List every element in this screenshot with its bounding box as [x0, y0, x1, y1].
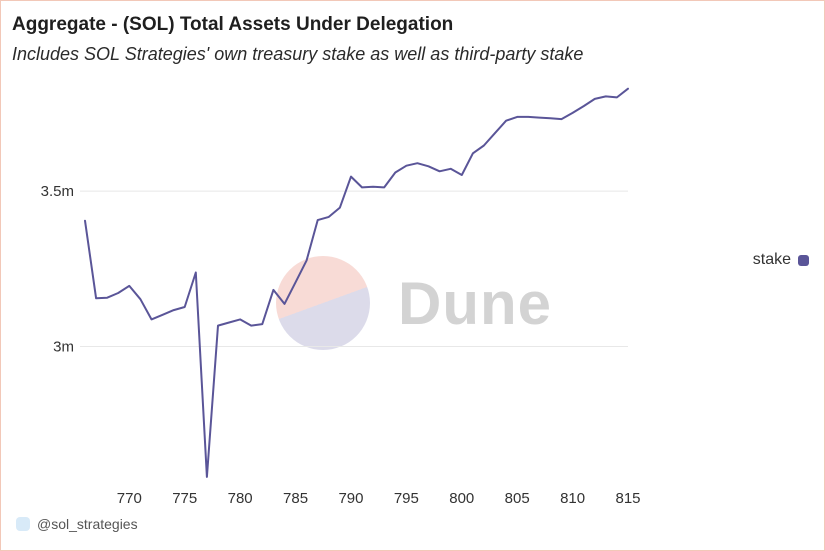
data-point[interactable]: [514, 114, 520, 120]
x-axis-ticks: 770 775 780 785 790 795 800 805 810 815: [117, 490, 641, 507]
data-point[interactable]: [237, 316, 243, 322]
data-point[interactable]: [392, 170, 398, 176]
data-point[interactable]: [448, 166, 454, 172]
legend-swatch-stake: [798, 254, 809, 266]
footer: @sol_strategies: [16, 516, 138, 532]
data-point[interactable]: [104, 295, 110, 301]
footer-handle: @sol_strategies: [37, 516, 138, 532]
dune-logo-icon: [276, 256, 370, 350]
chart-subtitle: Includes SOL Strategies' own treasury st…: [12, 44, 584, 64]
x-tick-label: 795: [394, 490, 419, 507]
data-point[interactable]: [403, 163, 409, 169]
data-point[interactable]: [293, 279, 299, 285]
data-point[interactable]: [525, 114, 531, 120]
data-point[interactable]: [536, 115, 542, 121]
data-point[interactable]: [270, 287, 276, 293]
legend-label-stake: stake: [752, 251, 791, 268]
x-tick-label: 785: [283, 490, 308, 507]
data-point[interactable]: [160, 312, 166, 318]
data-point[interactable]: [370, 184, 376, 190]
data-point[interactable]: [93, 295, 99, 301]
data-point[interactable]: [426, 163, 432, 169]
dune-watermark: Dune: [276, 256, 552, 350]
legend[interactable]: stake: [753, 251, 809, 269]
data-point[interactable]: [215, 323, 221, 329]
data-point[interactable]: [248, 323, 254, 329]
data-point[interactable]: [326, 214, 332, 220]
y-tick-label: 3m: [53, 338, 74, 355]
x-tick-label: 775: [172, 490, 197, 507]
x-tick-label: 815: [615, 490, 640, 507]
data-point[interactable]: [193, 270, 199, 276]
data-point[interactable]: [304, 257, 310, 263]
data-point[interactable]: [281, 301, 287, 307]
data-point[interactable]: [348, 174, 354, 180]
data-point[interactable]: [625, 86, 631, 92]
data-point[interactable]: [592, 96, 598, 102]
data-point[interactable]: [547, 115, 553, 121]
dune-watermark-text: Dune: [398, 269, 552, 337]
data-point[interactable]: [182, 304, 188, 310]
chart-title: Aggregate - (SOL) Total Assets Under Del…: [12, 14, 454, 35]
data-point[interactable]: [603, 93, 609, 99]
data-point[interactable]: [470, 150, 476, 156]
data-point[interactable]: [315, 217, 321, 223]
data-point[interactable]: [171, 307, 177, 313]
grid-lines: [80, 190, 628, 347]
data-point[interactable]: [381, 184, 387, 190]
data-point[interactable]: [337, 205, 343, 211]
x-tick-label: 810: [560, 490, 585, 507]
y-axis-ticks: 3m 3.5m: [41, 183, 74, 355]
data-point[interactable]: [503, 118, 509, 124]
data-point[interactable]: [226, 320, 232, 326]
data-point[interactable]: [614, 94, 620, 100]
x-tick-label: 770: [117, 490, 142, 507]
data-point[interactable]: [204, 474, 210, 480]
data-point[interactable]: [115, 290, 121, 296]
data-point[interactable]: [437, 168, 443, 174]
data-point[interactable]: [414, 160, 420, 166]
series-layer: [82, 86, 631, 480]
x-tick-label: 800: [449, 490, 474, 507]
data-point[interactable]: [259, 321, 265, 327]
data-point[interactable]: [559, 116, 565, 122]
data-point[interactable]: [137, 296, 143, 302]
series-line-stake[interactable]: [84, 87, 629, 478]
y-tick-label: 3.5m: [41, 183, 74, 200]
x-tick-label: 780: [228, 490, 253, 507]
x-tick-label: 805: [505, 490, 530, 507]
data-point[interactable]: [359, 184, 365, 190]
data-point[interactable]: [126, 283, 132, 289]
data-point[interactable]: [82, 218, 88, 224]
data-point[interactable]: [581, 103, 587, 109]
data-point[interactable]: [492, 130, 498, 136]
data-point[interactable]: [148, 316, 154, 322]
account-icon: [16, 517, 30, 531]
x-tick-label: 790: [338, 490, 363, 507]
data-point[interactable]: [481, 143, 487, 149]
data-point[interactable]: [459, 172, 465, 178]
data-point[interactable]: [570, 110, 576, 116]
